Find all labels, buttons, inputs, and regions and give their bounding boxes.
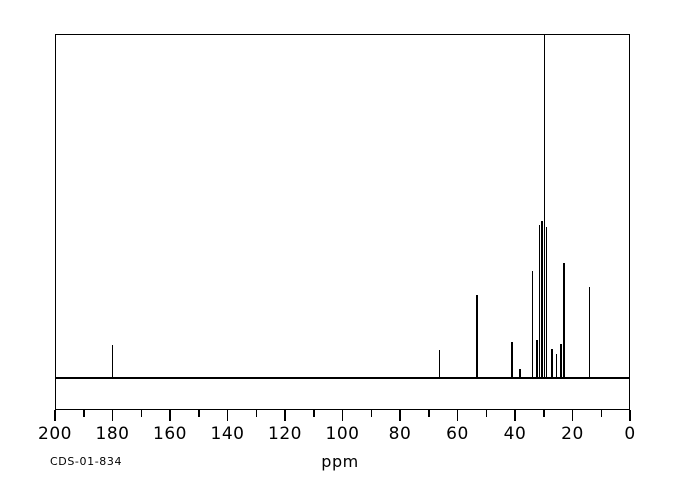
axis-tick-label: 120 [268,424,302,444]
axis-tick-major [571,410,574,421]
axis-tick-major [341,410,344,421]
axis-tick-minor [428,410,430,417]
axis-tick-major [54,410,56,421]
axis-tick-label: 40 [503,424,527,444]
spectrum-baseline [55,377,630,379]
axis-tick-minor [198,410,200,417]
axis-tick-label: 140 [210,424,245,444]
axis-tick-label: 100 [325,424,360,444]
axis-tick-label: 180 [95,424,130,444]
spectrum-peak [563,262,565,378]
spectrum-peak [541,221,543,378]
axis-tick-major [514,410,516,421]
axis-tick-major [456,410,459,421]
axis-tick-major [399,410,401,421]
axis-tick-major [226,410,229,421]
spectrum-peak [519,369,521,378]
axis-tick-label: 160 [153,424,187,444]
x-axis-title: ppm [321,452,359,471]
axis-tick-major [284,410,286,421]
spectrum-peak [111,345,114,378]
spectrum-peak [545,226,548,378]
axis-tick-label: 200 [38,424,72,444]
spectrum-peak [555,353,558,378]
axis-tick-major [169,410,171,421]
axis-tick-minor [140,410,142,417]
axis-tick-label: 20 [561,424,584,444]
spectrum-peak [543,34,546,378]
peak-series [55,34,630,378]
axis-tick-minor [370,410,372,417]
spectrum-peak [438,350,441,378]
spectrum-peak [538,224,541,378]
axis-tick-label: 60 [446,424,469,444]
spectrum-peak [531,271,533,378]
axis-tick-label: 80 [388,424,412,444]
spectrum-peak [588,286,591,378]
spectrum-peak [560,343,562,378]
axis-tick-minor [313,410,315,417]
spectrum-peak [476,295,478,378]
spectrum-peak [511,341,513,378]
axis-tick-major [111,410,114,421]
x-axis-tick-labels: 200 180 160 140 120 100 80 60 40 20 0 [0,424,680,446]
spectrum-peak [536,340,538,378]
spectrum-peak [551,348,553,378]
axis-tick-major [629,410,631,421]
sample-id-label: CDS-01-834 [50,455,123,468]
plot-frame [55,34,630,410]
axis-tick-label: 0 [624,424,636,444]
axis-tick-minor [543,410,545,417]
axis-tick-minor [255,410,257,417]
axis-tick-minor [600,410,602,417]
axis-tick-minor [485,410,487,417]
axis-tick-minor [83,410,85,417]
x-axis-ticks [54,410,631,422]
